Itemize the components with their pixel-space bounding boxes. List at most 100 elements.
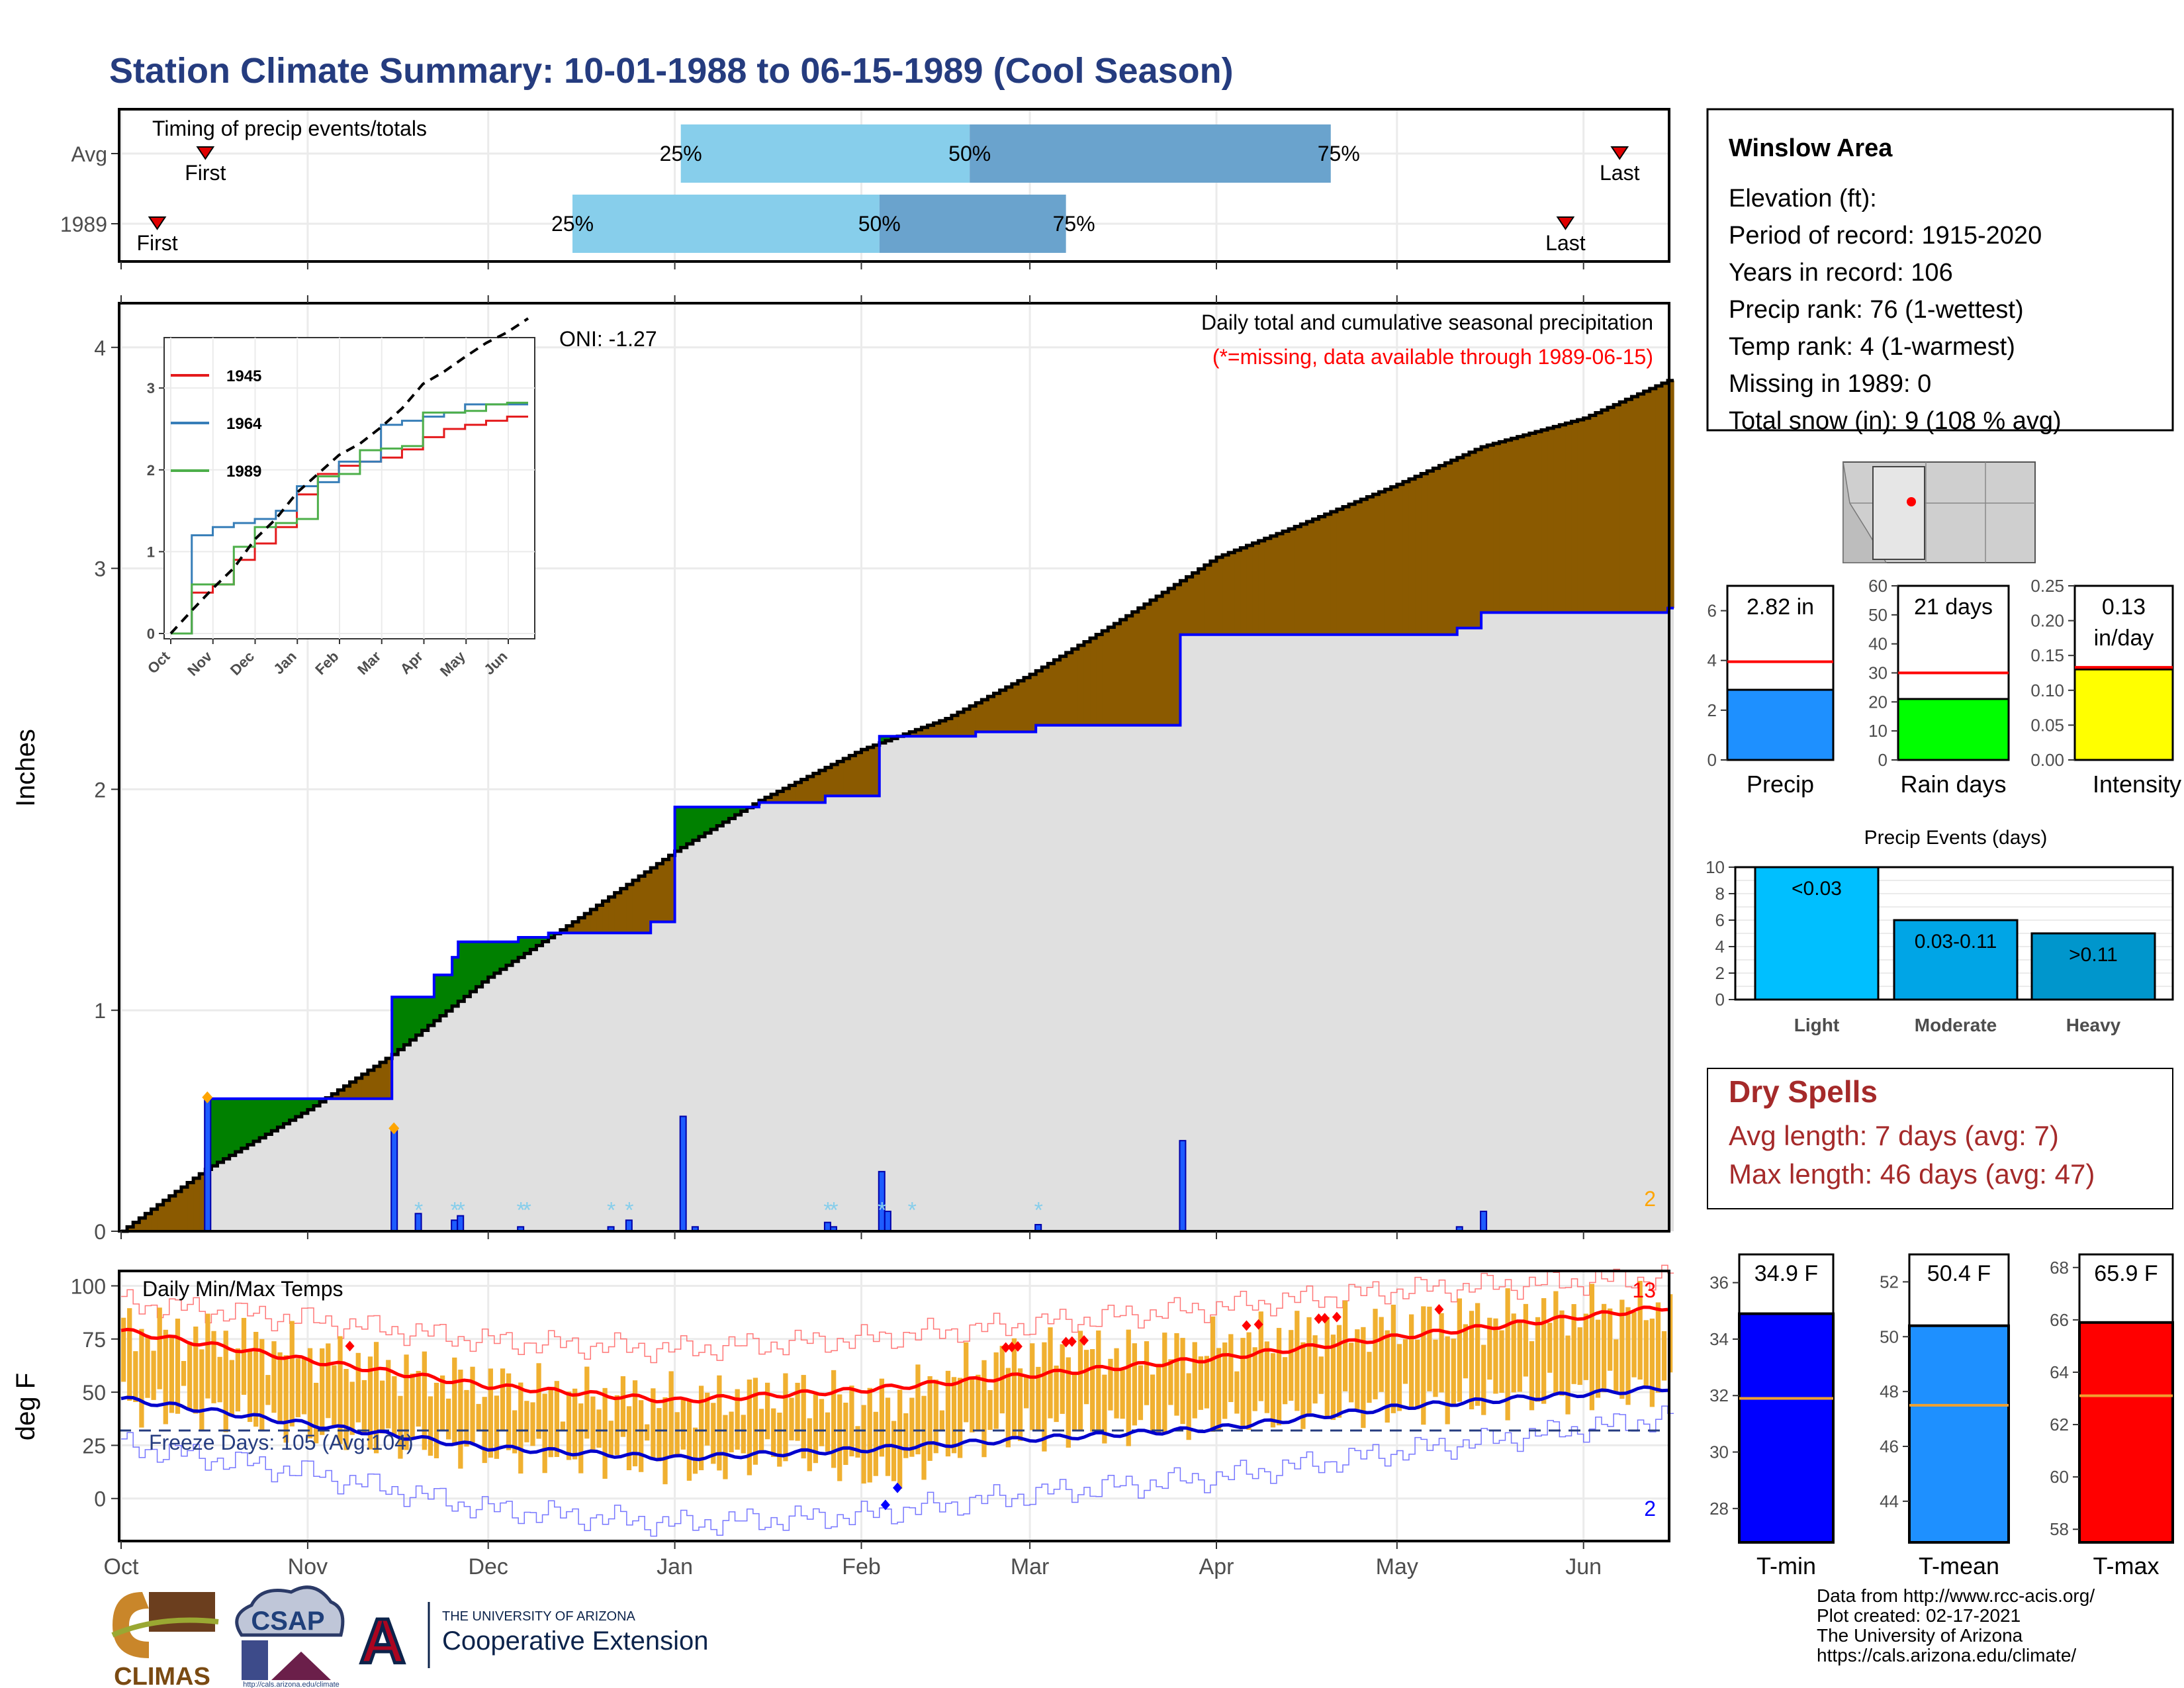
daily-temp-bar (1270, 1353, 1276, 1428)
surplus-fill (488, 941, 495, 978)
daily-temp-bar (1655, 1302, 1661, 1393)
deficit-fill (970, 706, 976, 737)
deficit-fill (193, 1178, 200, 1231)
deficit-fill (789, 785, 796, 803)
daily-temp-bar (1583, 1313, 1588, 1380)
deficit-fill (1547, 428, 1554, 613)
tstat-bar-T-mean (1908, 1324, 2010, 1544)
surplus-fill (313, 1098, 320, 1106)
deficit-fill (1608, 407, 1614, 613)
timing-title: Timing of precip events/totals (152, 117, 427, 140)
deficit-fill (1120, 620, 1127, 726)
deficit-fill (1042, 667, 1048, 726)
daily-temp-bar (1036, 1366, 1041, 1431)
deficit-fill (1096, 634, 1103, 726)
daily-temp-bar (1511, 1313, 1516, 1393)
daily-temp-bar (1186, 1373, 1191, 1440)
deficit-fill (964, 709, 970, 737)
deficit-fill (1373, 494, 1380, 635)
deficit-fill (1661, 383, 1668, 613)
tstat-y-tick: 30 (1709, 1442, 1729, 1462)
tstat-value-label: 34.9 F (1754, 1261, 1818, 1286)
deficit-fill (1306, 522, 1314, 635)
legend-label: 1964 (226, 415, 262, 433)
deficit-fill (1150, 600, 1157, 726)
daily-temp-bar (380, 1380, 385, 1434)
daily-temp-bar (1487, 1317, 1492, 1380)
daily-temp-bar (993, 1352, 999, 1429)
deficit-fill (957, 712, 964, 737)
y-tick-label: 0 (94, 1220, 106, 1244)
daily-temp-bar (211, 1331, 216, 1403)
daily-temp-bar (1150, 1374, 1156, 1433)
legend-label: 1989 (226, 463, 261, 481)
deficit-fill (1439, 465, 1446, 635)
x-tick-label: Jan (657, 1554, 693, 1579)
daily-temp-bar (121, 1317, 126, 1382)
daily-temp-bar (717, 1375, 722, 1471)
deficit-fill (1077, 645, 1085, 726)
deficit-fill (873, 745, 880, 796)
surplus-fill (410, 997, 417, 1041)
stat-y-tick: 0.20 (2030, 611, 2064, 631)
daily-temp-bar (181, 1360, 187, 1386)
stat-bar-Rain days (1897, 698, 2010, 761)
daily-temp-bar (1565, 1335, 1570, 1415)
daily-temp-bar (1595, 1319, 1601, 1398)
deficit-fill (572, 921, 579, 933)
deficit-fill (139, 1217, 146, 1231)
daily-temp-bar (1060, 1344, 1065, 1414)
deficit-fill (1312, 519, 1320, 635)
daily-temp-bar (175, 1318, 181, 1414)
deficit-fill (145, 1213, 152, 1231)
daily-temp-bar (1402, 1339, 1408, 1384)
surplus-fill (735, 807, 742, 816)
daily-temp-bar (566, 1391, 572, 1460)
daily-temp-bar (1469, 1311, 1475, 1410)
last-event-marker (1610, 146, 1629, 160)
deficit-fill (909, 731, 916, 737)
deficit-fill (1324, 514, 1332, 635)
event-bar-Moderate (1893, 919, 2019, 1001)
timing-bar-q25-q50 (572, 195, 880, 253)
x-tick-label: Dec (468, 1554, 508, 1579)
events-y-tick: 2 (1715, 963, 1725, 983)
daily-temp-bar (1102, 1374, 1107, 1444)
info-line: Missing in 1989: 0 (1729, 370, 1931, 398)
daily-temp-bar (1421, 1306, 1426, 1425)
daily-temp-bar (1541, 1298, 1547, 1404)
daily-temp-bar (313, 1382, 319, 1444)
daily-temp-bar (139, 1329, 144, 1428)
daily-temp-bar (1571, 1304, 1576, 1384)
deficit-fill (1036, 671, 1042, 726)
deficit-fill (1295, 526, 1301, 635)
daily-temp-bar (1174, 1333, 1179, 1416)
daily-temp-bar (1475, 1303, 1480, 1406)
deficit-fill (181, 1187, 188, 1231)
footer-credits: Data from http://www.rcc-acis.org/ Plot … (1817, 1585, 2095, 1665)
stat-y-tick: 20 (1868, 692, 1888, 712)
deficit-fill (1385, 489, 1392, 635)
deficit-fill (1421, 473, 1428, 635)
daily-precip-bar (390, 1129, 398, 1233)
info-line: Elevation (ft): (1729, 185, 1877, 212)
daily-temp-bar (584, 1366, 590, 1439)
daily-temp-bar (542, 1393, 547, 1474)
deficit-fill (668, 855, 676, 922)
timing-bar-q50-q75 (970, 124, 1331, 183)
event-bar-Heavy (2030, 932, 2156, 1001)
deficit-fill (361, 1074, 369, 1099)
daily-temp-bar (1481, 1344, 1486, 1415)
daily-temp-bar (915, 1364, 921, 1454)
deficit-fill (1637, 394, 1645, 613)
inset-y-tick-label: 2 (147, 462, 155, 479)
deficit-fill (1102, 630, 1109, 726)
daily-temp-bar (1011, 1338, 1017, 1438)
deficit-fill (639, 876, 645, 933)
precip-stats: 2.82 in 0 2 4 6 Precip 21 days 0 10 20 30 40 50 60 Rai… (1707, 576, 2182, 798)
timing-panel: 25% 50% 75% First Last Avg 25% 50% 75% First Last 1… (60, 108, 1670, 263)
daily-temp-bar (392, 1376, 397, 1437)
missing-mark: * (523, 1197, 531, 1223)
daily-temp-bar (554, 1381, 559, 1458)
daily-temp-bar (439, 1375, 445, 1431)
